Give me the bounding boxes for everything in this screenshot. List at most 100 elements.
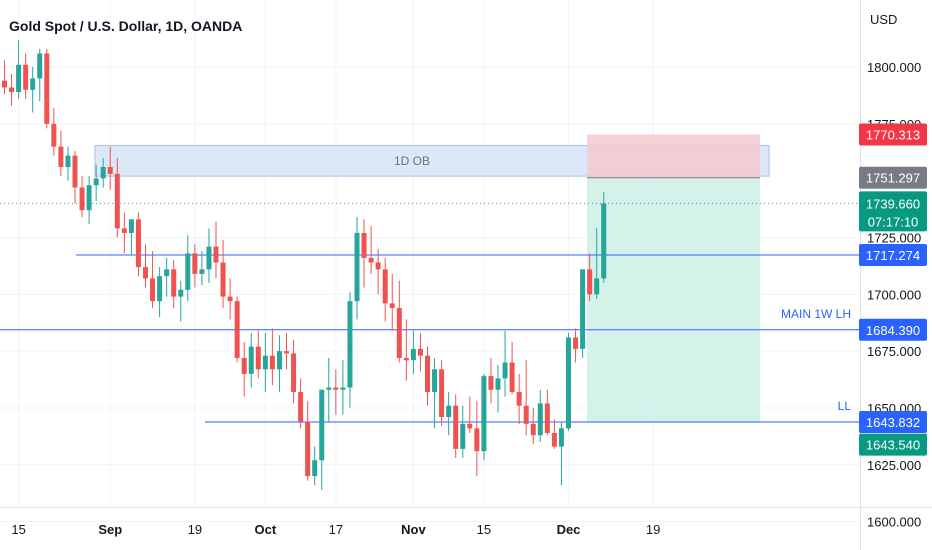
candle-down [23, 53, 29, 99]
candle-body [93, 178, 99, 186]
order-block-label: 1D OB [394, 154, 430, 168]
candle-up [460, 405, 466, 458]
candle-down [523, 360, 529, 436]
candle-down [192, 244, 198, 288]
x-tick-label: Nov [401, 522, 426, 537]
candle-up [537, 389, 543, 443]
entry-price-badge[interactable] [859, 166, 927, 189]
candle-up [262, 332, 268, 393]
candle-down [227, 278, 233, 320]
candle-body [333, 387, 339, 390]
candle-down [107, 146, 113, 190]
candle-body [467, 423, 473, 429]
candle-down [453, 394, 459, 458]
candle-down [375, 248, 381, 295]
stop-price-badge-text: 1770.313 [866, 128, 920, 143]
candle-body [354, 232, 360, 302]
last-price-badge[interactable] [859, 191, 927, 232]
candle-down [530, 407, 536, 445]
candle-body [157, 276, 163, 302]
candle-body [185, 253, 191, 290]
candle-body [2, 80, 7, 88]
candle-body [460, 423, 466, 449]
candle-body [206, 246, 212, 270]
candle-body [248, 346, 254, 374]
candle-body [79, 187, 85, 211]
level-annotation: LL [838, 399, 852, 413]
candle-body [516, 392, 522, 406]
level-price-badge[interactable] [859, 318, 927, 341]
candle-down [114, 157, 120, 238]
last-price-text: 1739.660 [866, 196, 920, 211]
candle-body [375, 262, 381, 270]
candle-body [291, 353, 297, 393]
target-price-badge[interactable] [859, 433, 927, 456]
candle-body [65, 155, 71, 168]
candle-down [220, 239, 226, 308]
candle-body [439, 369, 445, 418]
candle-body [417, 348, 423, 356]
candle-up [93, 164, 99, 202]
candle-up [326, 357, 332, 422]
stop-price-badge[interactable] [859, 123, 927, 146]
candle-body [23, 64, 29, 90]
candle-body [192, 253, 198, 274]
target-price-text: 1643.540 [866, 438, 920, 453]
candle-body [340, 387, 346, 390]
candle-body [312, 460, 318, 477]
candle-down [551, 419, 557, 449]
candle-up [185, 235, 191, 302]
level-price-badge[interactable] [859, 244, 927, 267]
candle-body [44, 53, 50, 124]
candle-up [601, 192, 607, 283]
candle-body [128, 219, 134, 233]
candle-down [58, 130, 64, 177]
candle-body [199, 269, 205, 274]
candle-down [255, 330, 261, 379]
candle-body [255, 346, 261, 370]
candle-down [9, 73, 15, 106]
x-tick-label: Dec [557, 522, 581, 537]
x-tick-label: 19 [646, 522, 660, 537]
candle-up [30, 67, 36, 113]
candle-body [305, 421, 311, 477]
candle-body [425, 355, 430, 393]
candle-body [269, 355, 275, 370]
candle-up [354, 217, 360, 320]
candle-up [100, 157, 106, 188]
candle-body [58, 146, 64, 168]
candle-body [396, 307, 402, 358]
candle-down [361, 219, 367, 288]
candle-body [558, 428, 564, 447]
candle-down [284, 332, 289, 370]
candle-up [312, 446, 318, 486]
candle-body [481, 376, 487, 452]
candle-up [128, 219, 134, 256]
candle-body [114, 173, 120, 229]
level-price-badge[interactable] [859, 410, 927, 433]
take-profit-zone[interactable] [587, 177, 760, 423]
candle-down [2, 60, 7, 95]
x-tick-label: 17 [329, 522, 343, 537]
entry-price-badge-text: 1751.297 [866, 171, 920, 186]
candle-up [558, 421, 564, 486]
candle-up [340, 360, 346, 415]
candle-down [150, 251, 156, 308]
candle-body [382, 269, 388, 304]
candle-body [368, 257, 374, 263]
candle-up [16, 39, 22, 99]
candle-up [432, 357, 438, 429]
stop-loss-zone[interactable] [587, 134, 760, 178]
candle-down [396, 280, 402, 363]
candle-body [594, 278, 600, 295]
candle-up [157, 267, 163, 318]
candle-body [213, 246, 219, 263]
candle-down [587, 253, 593, 302]
candle-down [417, 332, 423, 372]
candle-down [389, 273, 395, 331]
y-tick-label: 1700.000 [867, 287, 921, 302]
candle-up [37, 48, 43, 102]
candle-down [143, 244, 148, 288]
